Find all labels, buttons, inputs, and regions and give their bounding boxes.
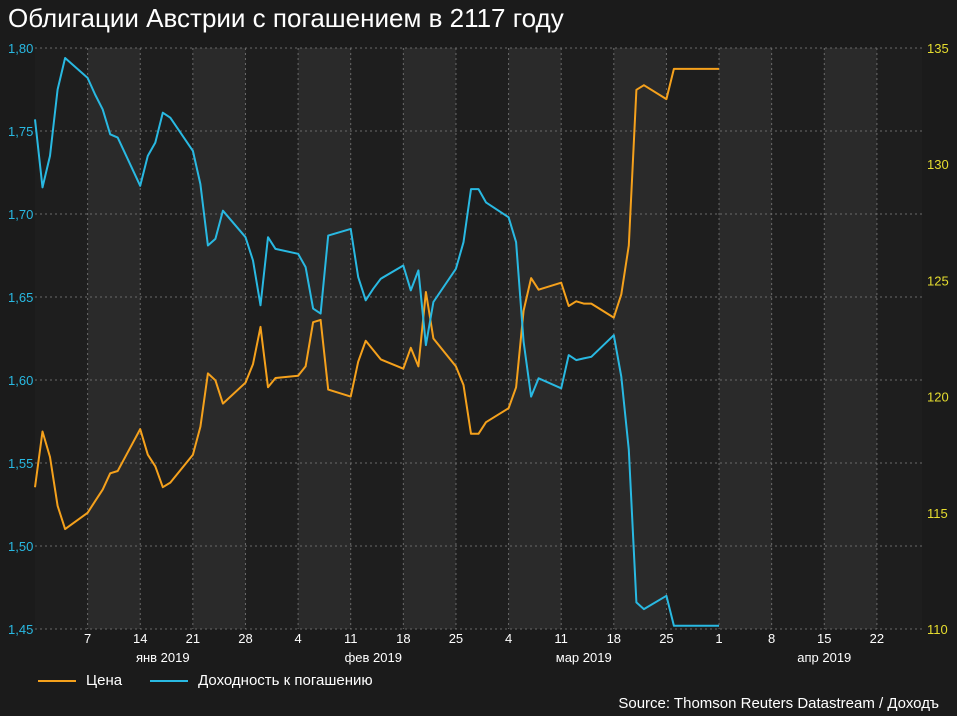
plot-area bbox=[35, 48, 922, 629]
series-line-yield bbox=[34, 57, 719, 627]
legend-label-yield: Доходность к погашению bbox=[198, 672, 373, 689]
y-left-tick-label: 1,65 bbox=[8, 290, 33, 305]
week-band bbox=[824, 48, 877, 629]
week-band bbox=[613, 48, 667, 629]
x-tick-label: 4 bbox=[505, 631, 512, 646]
x-month-label: фев 2019 bbox=[345, 650, 402, 665]
x-tick-label: 21 bbox=[186, 631, 200, 646]
legend-swatch-yield bbox=[150, 679, 189, 682]
week-band bbox=[508, 48, 562, 629]
y-left-tick-label: 1,60 bbox=[8, 373, 33, 388]
chart-title: Облигации Австрии с погашением в 2117 го… bbox=[8, 3, 564, 33]
x-tick-label: 11 bbox=[344, 631, 358, 646]
y-right-tick-label: 110 bbox=[927, 622, 948, 637]
y-axis-left: 1,45 1,50 1,55 1,60 1,65 1,70 1,75 1,80 bbox=[8, 41, 33, 637]
x-tick-label: 25 bbox=[659, 631, 673, 646]
legend: Цена Доходность к погашению bbox=[38, 672, 401, 689]
x-tick-label: 1 bbox=[715, 631, 722, 646]
y-left-tick-label: 1,50 bbox=[8, 539, 33, 554]
x-month-label: апр 2019 bbox=[797, 650, 851, 665]
y-left-tick-label: 1,55 bbox=[8, 456, 33, 471]
y-left-tick-label: 1,80 bbox=[8, 41, 33, 56]
y-left-tick-label: 1,70 bbox=[8, 207, 33, 222]
series-lines bbox=[34, 57, 719, 627]
x-tick-label: 18 bbox=[607, 631, 621, 646]
y-right-tick-label: 115 bbox=[927, 506, 948, 521]
x-tick-label: 28 bbox=[238, 631, 252, 646]
source-note: Source: Thomson Reuters Datastream / Дох… bbox=[618, 695, 939, 712]
x-tick-label: 14 bbox=[133, 631, 147, 646]
x-tick-label: 18 bbox=[396, 631, 410, 646]
x-tick-label: 7 bbox=[84, 631, 91, 646]
week-band bbox=[403, 48, 456, 629]
x-month-label: янв 2019 bbox=[136, 650, 190, 665]
week-band bbox=[87, 48, 141, 629]
y-axis-right: 110 115 120 125 130 135 bbox=[927, 41, 949, 637]
y-right-tick-label: 130 bbox=[927, 157, 949, 172]
series-line-price bbox=[34, 67, 719, 531]
x-month-label: мар 2019 bbox=[556, 650, 612, 665]
x-tick-label: 11 bbox=[554, 631, 568, 646]
y-right-tick-label: 135 bbox=[927, 41, 949, 56]
legend-swatch-price bbox=[38, 679, 76, 682]
week-band bbox=[298, 48, 351, 629]
x-tick-label: 25 bbox=[449, 631, 463, 646]
y-right-tick-label: 125 bbox=[927, 273, 949, 288]
x-tick-label: 4 bbox=[294, 631, 301, 646]
x-tick-label: 22 bbox=[870, 631, 884, 646]
week-band bbox=[192, 48, 246, 629]
y-left-tick-label: 1,75 bbox=[8, 124, 33, 139]
legend-item-price: Цена bbox=[38, 672, 122, 689]
legend-label-price: Цена bbox=[86, 672, 123, 689]
week-band bbox=[719, 48, 772, 629]
legend-item-yield: Доходность к погашению bbox=[150, 672, 373, 689]
plot-bands bbox=[35, 48, 922, 629]
y-left-tick-label: 1,45 bbox=[8, 622, 33, 637]
y-right-tick-label: 120 bbox=[927, 390, 949, 405]
x-tick-label: 8 bbox=[768, 631, 775, 646]
x-tick-label: 15 bbox=[817, 631, 831, 646]
